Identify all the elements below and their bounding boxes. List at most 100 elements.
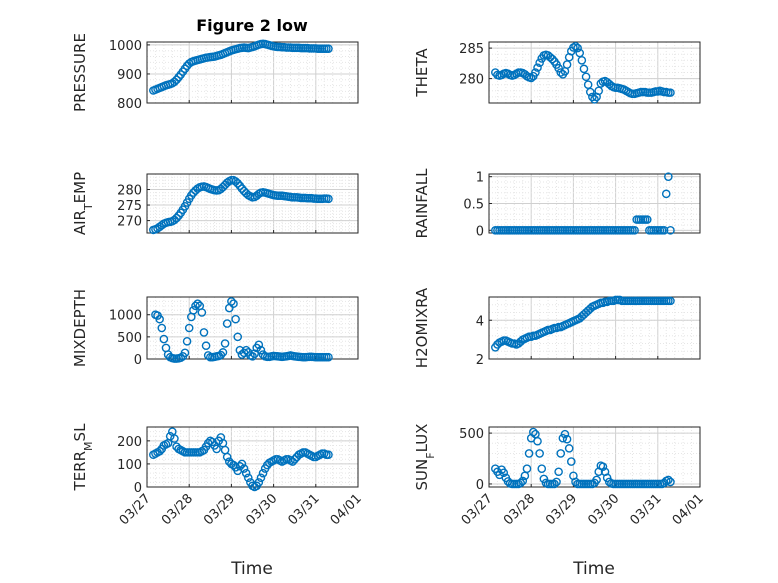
data-point <box>539 474 549 484</box>
x-tick-label: 03/29 <box>543 491 580 528</box>
subplot-8: 0 500 03/27 03/28 03/29 03/30 03/31 04/01 SUNFLU… <box>413 424 707 529</box>
data-point <box>222 452 232 462</box>
data-point <box>666 226 675 235</box>
data-point <box>227 297 236 306</box>
data-point <box>182 336 192 346</box>
data-point <box>288 457 297 466</box>
data-point <box>237 184 247 193</box>
data-point <box>524 449 534 458</box>
y-axis-label: PRESSURE <box>71 33 89 112</box>
y-tick-label: 200 <box>117 435 142 450</box>
data-point <box>170 77 179 87</box>
axes-box <box>488 296 701 360</box>
data-point <box>222 319 232 328</box>
data-point <box>666 88 675 97</box>
data-point <box>499 468 509 478</box>
data-point <box>522 464 532 473</box>
subplot-5: 0 500 1000 MIXDEPTH <box>71 289 359 368</box>
data-point <box>535 449 544 458</box>
x-tick-label: 03/31 <box>286 491 323 528</box>
y-tick-label: 280 <box>117 184 142 199</box>
x-axis-label-left: Time <box>230 559 273 579</box>
x-tick-label: 03/27 <box>459 491 496 528</box>
axes-box <box>146 426 359 488</box>
data-point <box>556 68 566 77</box>
y-tick-label: 0 <box>476 478 484 493</box>
y-tick-label: 270 <box>117 215 142 230</box>
data-point <box>533 436 542 446</box>
data-point <box>324 450 333 459</box>
data-point <box>556 449 566 458</box>
data-point <box>254 340 264 350</box>
data-point <box>564 444 574 453</box>
data-point <box>659 226 669 235</box>
subplot-7: 0 100 200 03/27 03/28 03/29 03/30 03/31 04/01 TER… <box>71 423 365 528</box>
x-tick-label: 03/30 <box>585 491 622 528</box>
data-point <box>630 226 639 235</box>
y-tick-label: 0.5 <box>463 198 484 213</box>
y-tick-label: 500 <box>117 331 142 346</box>
y-tick-label: 800 <box>117 97 142 112</box>
data-point <box>566 457 576 466</box>
data-point <box>256 473 266 483</box>
data-point <box>666 296 675 306</box>
y-axis-label: THETA <box>413 48 431 98</box>
data-point <box>526 73 536 83</box>
data-point <box>535 58 544 68</box>
data-point <box>184 323 194 333</box>
data-point <box>664 475 673 485</box>
data-point <box>172 75 181 85</box>
x-tick-label: 03/28 <box>159 491 196 528</box>
y-axis-label: H2OMIXRA <box>413 287 431 368</box>
figure-title: Figure 2 low <box>196 16 308 35</box>
data-point <box>229 299 238 308</box>
data-point <box>191 301 200 311</box>
data-point <box>531 68 540 77</box>
x-tick-label: 04/01 <box>670 491 707 528</box>
data-point <box>254 478 264 487</box>
y-tick-label: 1000 <box>109 309 142 324</box>
data-point <box>256 345 266 355</box>
data-point <box>592 475 601 485</box>
data-point <box>558 433 568 443</box>
x-axis-label-right: Time <box>572 559 615 579</box>
data-point <box>237 459 247 469</box>
y-tick-label: 0 <box>134 353 142 368</box>
data-point <box>180 348 190 358</box>
data-point <box>529 427 538 437</box>
data-point <box>581 72 591 82</box>
y-axis-label: AIRTEMP <box>71 172 95 235</box>
y-tick-label: 275 <box>117 199 142 214</box>
data-point <box>220 339 230 348</box>
data-point <box>533 63 542 72</box>
y-tick-label: 500 <box>459 427 484 442</box>
x-tick-label: 03/27 <box>117 491 154 528</box>
data-point <box>218 348 228 357</box>
y-axis-label: SUNFLUX <box>413 424 437 491</box>
y-tick-label: 100 <box>117 458 142 473</box>
data-point <box>212 444 221 454</box>
data-point <box>598 462 608 471</box>
data-point <box>243 473 253 483</box>
data-point <box>577 56 587 65</box>
y-tick-label: 2 <box>476 353 484 368</box>
data-point <box>518 476 528 486</box>
y-tick-label: 0 <box>134 481 142 496</box>
data-point <box>241 345 251 355</box>
y-tick-label: 285 <box>459 42 484 57</box>
data-point <box>174 72 183 82</box>
data-point <box>193 299 202 308</box>
x-tick-label: 03/28 <box>501 491 538 528</box>
data-point <box>235 345 245 355</box>
y-tick-label: 1 <box>476 171 484 186</box>
data-point <box>159 334 169 344</box>
data-point <box>241 468 251 478</box>
data-point <box>666 477 675 487</box>
data-point <box>324 352 333 362</box>
data-point <box>172 213 181 223</box>
data-point <box>235 461 245 471</box>
data-point <box>165 431 175 441</box>
data-point <box>239 464 249 473</box>
